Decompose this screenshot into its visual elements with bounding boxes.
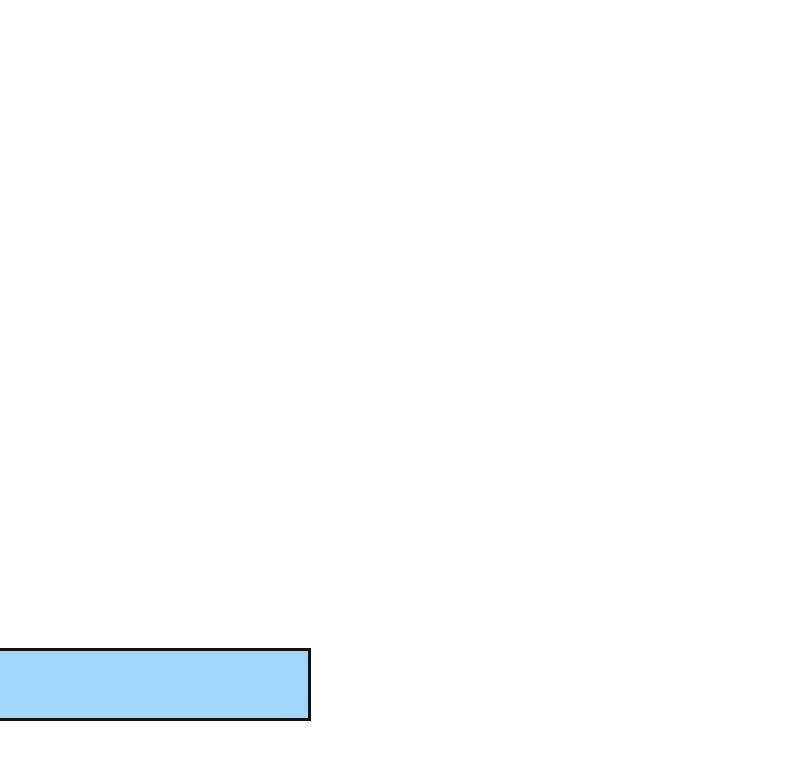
blue-rectangle	[0, 648, 311, 721]
